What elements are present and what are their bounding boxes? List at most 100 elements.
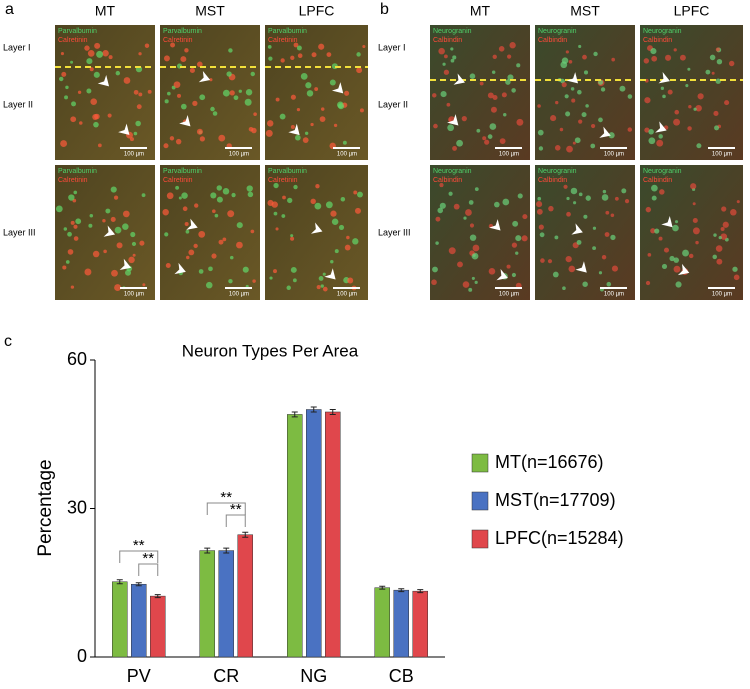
cell <box>582 281 588 287</box>
cell <box>606 281 612 287</box>
legend-label: MST(n=17709) <box>495 490 616 510</box>
cell <box>356 52 361 57</box>
marker-label: Neurogranin <box>643 28 682 35</box>
cell <box>344 244 351 251</box>
cell <box>660 86 665 90</box>
arrowhead <box>575 261 587 273</box>
bar <box>412 590 428 658</box>
error-bar <box>329 409 336 415</box>
cell <box>720 226 725 231</box>
cell <box>196 61 203 68</box>
cell <box>113 195 119 200</box>
arrowhead <box>566 72 579 84</box>
cell <box>290 125 295 130</box>
cell <box>590 123 596 129</box>
cell <box>84 268 92 276</box>
cell <box>715 78 721 84</box>
micrograph <box>160 165 260 300</box>
cell <box>611 265 619 272</box>
cell <box>565 255 572 263</box>
cell <box>507 74 514 81</box>
cell <box>131 241 137 247</box>
cell <box>474 280 478 284</box>
chart-title: Neuron Types Per Area <box>182 341 359 360</box>
cell <box>538 146 544 151</box>
cell <box>663 247 670 253</box>
cell <box>446 102 451 107</box>
cell <box>561 82 567 88</box>
micrograph <box>430 165 530 300</box>
bar <box>218 550 234 658</box>
cell <box>92 114 99 120</box>
cell <box>128 256 135 264</box>
cell <box>690 183 697 190</box>
row-label: Layer III <box>378 227 411 237</box>
cell <box>536 201 543 208</box>
cell <box>181 192 188 199</box>
cell <box>650 228 656 234</box>
cell <box>492 54 497 59</box>
cell <box>59 76 64 82</box>
row-label: Layer III <box>3 227 36 237</box>
cell <box>673 257 680 263</box>
cell <box>227 210 235 218</box>
cell <box>71 101 77 107</box>
arrowhead <box>324 268 336 280</box>
cell <box>338 103 345 110</box>
cell <box>111 269 118 277</box>
cell <box>184 48 189 53</box>
cell <box>253 112 257 116</box>
cell <box>611 57 616 62</box>
cell <box>714 125 720 131</box>
cell <box>67 249 74 255</box>
error-bar <box>154 594 161 599</box>
cell <box>581 112 587 118</box>
cell <box>604 232 610 237</box>
cell <box>442 62 446 66</box>
cell <box>279 113 286 120</box>
legend-swatch <box>471 491 489 511</box>
cell <box>236 241 243 249</box>
scale-bar-label: 100 µm <box>124 292 144 298</box>
cell <box>537 104 541 108</box>
cell <box>250 71 255 77</box>
cell <box>661 263 668 270</box>
cell <box>167 91 171 96</box>
cell <box>696 143 702 149</box>
cell <box>242 266 249 273</box>
arrowhead <box>118 123 130 135</box>
cell <box>479 81 484 86</box>
legend-label: LPFC(n=15284) <box>495 528 624 548</box>
arrowhead <box>599 126 611 138</box>
cell <box>602 189 607 194</box>
cell <box>87 50 95 57</box>
y-tick-label: 30 <box>67 497 87 517</box>
cell <box>169 136 175 141</box>
bar <box>374 587 390 658</box>
cell <box>325 201 333 209</box>
column-header: MT <box>95 3 116 19</box>
cell <box>338 224 345 230</box>
cell <box>331 218 339 226</box>
row-label: Layer II <box>378 99 408 109</box>
marker-label: Neurogranin <box>433 168 472 175</box>
cell <box>548 205 554 212</box>
cell <box>554 235 559 240</box>
cell <box>472 253 476 257</box>
cell <box>453 203 460 210</box>
cell <box>64 95 69 100</box>
cell <box>572 141 576 145</box>
cell <box>287 197 293 204</box>
x-tick-label: NG <box>300 666 327 686</box>
cell <box>490 106 497 113</box>
cell <box>695 104 702 112</box>
cell <box>469 73 476 79</box>
scale-bar-label: 100 µm <box>499 152 519 158</box>
cell <box>73 224 78 229</box>
cell <box>515 251 519 255</box>
cell <box>210 106 215 112</box>
cell <box>658 236 663 241</box>
cell <box>469 234 477 241</box>
cell <box>73 190 78 195</box>
cell <box>133 131 138 136</box>
